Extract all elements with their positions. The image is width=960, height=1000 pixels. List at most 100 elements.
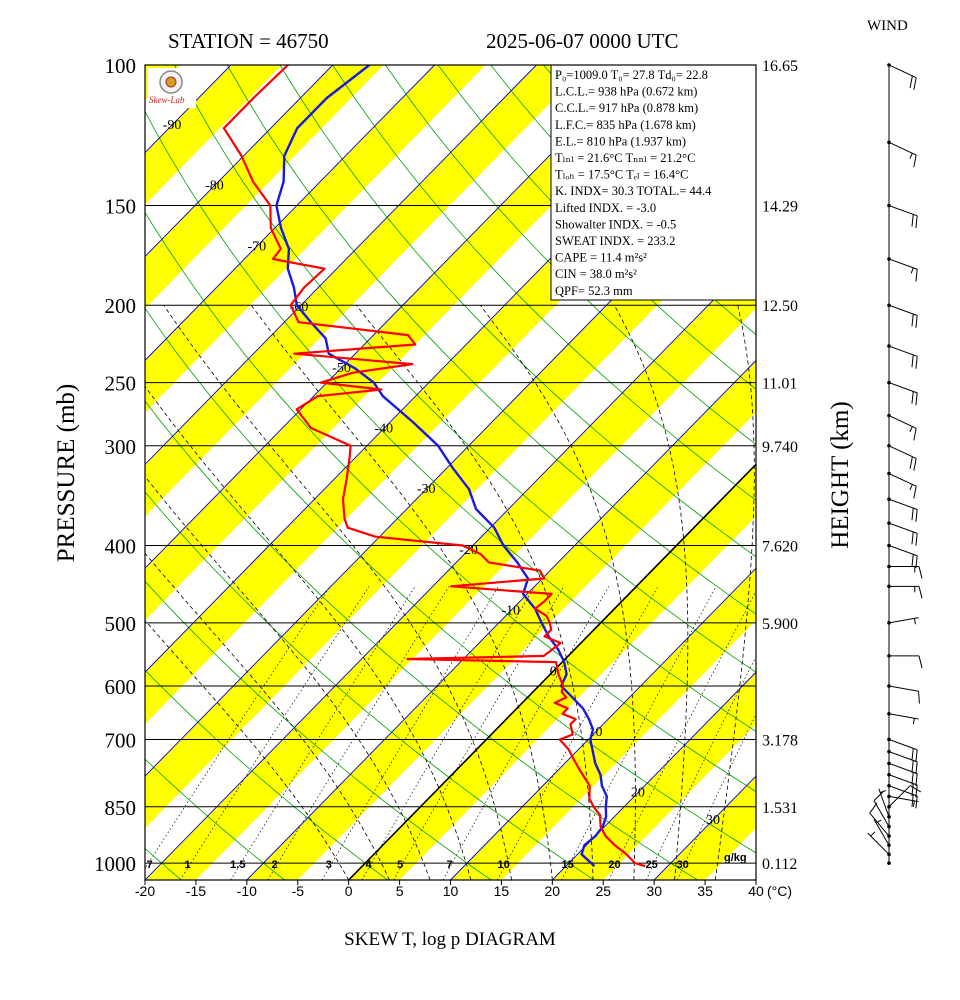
wind-barb-staff [888, 64, 917, 79]
wind-barb-staff [888, 445, 917, 459]
pressure-gridlines [145, 65, 756, 864]
wind-barb-staff [888, 617, 919, 624]
wind-barb-flag [911, 748, 914, 761]
wind-barb-flag [915, 509, 918, 522]
x-tick-label: -15 [186, 883, 206, 899]
index-row: Lifted INDX. = -3.0 [555, 201, 656, 215]
moist-adiabat [614, 305, 689, 880]
x-tick-label: 40 [748, 883, 764, 899]
x-tick-label: 20 [545, 883, 561, 899]
index-row: CIN = 38.0 m²s² [555, 267, 637, 281]
mixing-ratio-line [561, 586, 717, 880]
wind-barb-flag [915, 356, 918, 369]
mixing-ratio-label: 0.7 [137, 859, 152, 871]
index-row: QPF= 52.3 mm [555, 284, 633, 298]
wind-barb-flag [911, 391, 914, 404]
wind-barb-half-flag [909, 426, 913, 433]
mixing-ratio-labels: 0.7 1 1.5 2 3 4 5 7 10 15 20 25 30 [137, 859, 689, 871]
index-row: CAPE = 11.4 m²s² [555, 251, 647, 265]
pressure-tick-label: 400 [105, 535, 137, 559]
wind-barb-flag [911, 760, 914, 773]
isotherm-line [145, 65, 334, 258]
mixing-ratio-line [267, 586, 450, 880]
pressure-tick-label: 600 [105, 675, 137, 699]
wind-barb-flag [915, 533, 918, 546]
pressure-tick-label: 500 [105, 612, 137, 636]
isotherm-label: -70 [247, 239, 266, 254]
moist-adiabat [163, 304, 512, 880]
mixing-ratio-line [145, 586, 331, 870]
mixing-ratio-line [179, 586, 370, 880]
wind-barb-staff [888, 738, 918, 751]
wind-barb-flag [911, 507, 914, 521]
pressure-tick-label: 1000 [94, 852, 136, 876]
index-row: SWEAT INDX. = 233.2 [555, 234, 675, 248]
x-tick-label: 0 [345, 883, 353, 899]
wind-barb-staff [888, 304, 918, 316]
isotherm-line [552, 671, 756, 880]
wind-barb-half-flag [913, 618, 916, 625]
wind-barb-staff [888, 345, 918, 357]
x-tick-label: -20 [135, 883, 155, 899]
pressure-tick-label: 300 [105, 435, 137, 459]
wind-barb-staff [869, 812, 890, 837]
mixing-ratio-label: 15 [561, 859, 573, 871]
dry-adiabat [145, 211, 756, 793]
isotherm-label: -80 [205, 179, 224, 194]
station-title: STATION = 46750 [168, 29, 329, 53]
wind-barb-staff [888, 382, 918, 394]
pressure-tick-label: 200 [105, 294, 137, 318]
moist-adiabat [250, 304, 553, 880]
x-tick-label: 30 [646, 883, 662, 899]
x-tick-label: 10 [443, 883, 459, 899]
index-row: Showalter INDX. = -0.5 [555, 217, 676, 231]
wind-barb-staff [888, 141, 917, 156]
isotherm-line [755, 879, 756, 880]
mixing-ratio-label: 2 [272, 859, 278, 871]
temperature-axis: -20 -15 -10 -5 0 5 10 15 20 25 30 35 40 [135, 880, 764, 899]
dry-adiabat [145, 580, 492, 880]
dry-adiabat [332, 65, 756, 501]
wind-barb-flag [909, 456, 913, 469]
wind-barb-flag [915, 784, 918, 798]
isotherm-line [145, 65, 639, 569]
moist-adiabat [479, 304, 636, 880]
isotherm-band [145, 152, 756, 829]
chart-title: SKEW T, log p DIAGRAM [344, 929, 556, 950]
dry-adiabat [174, 65, 756, 673]
wind-barb-flag [918, 691, 920, 704]
mixing-ratio-line [645, 656, 756, 880]
wind-barb-flag [915, 392, 918, 406]
wind-barb-flag [915, 773, 918, 786]
x-unit-label: (°C) [767, 883, 792, 899]
pressure-tick-label: 250 [105, 372, 137, 396]
index-row: E.L.= 810 hPa (1.937 km) [555, 134, 686, 148]
isotherm-label: -10 [501, 604, 520, 619]
x-tick-label: 25 [596, 883, 612, 899]
moist-adiabat [145, 385, 472, 880]
isotherm-band [756, 65, 960, 880]
wind-title: WIND [867, 18, 908, 34]
wind-barb-staff [888, 473, 917, 487]
wind-barb-staff [888, 795, 919, 803]
moist-adiabat [356, 304, 594, 880]
height-tick-label: 11.01 [762, 376, 797, 393]
wind-barb-flag [911, 531, 914, 545]
isotherm-label: 20 [631, 786, 645, 801]
isotherm-label: -90 [163, 118, 182, 133]
datetime-title: 2025-06-07 0000 UTC [486, 29, 679, 53]
isotherm-label: -40 [374, 422, 393, 437]
indices-list: P₀=1009.0 T₀= 27.8 Td₀= 22.8 L.C.L.= 938 … [555, 68, 712, 298]
dry-adiabat [145, 400, 698, 880]
moist-adiabat [714, 305, 755, 880]
wind-barb-staff [878, 788, 890, 817]
wind-barb-half-flag [880, 790, 886, 794]
mixing-ratio-line [230, 586, 416, 880]
wind-barb-staff [888, 415, 917, 429]
index-row: Tₗₒₙ = 17.5°C Tₑₗ = 16.4°C [555, 168, 688, 182]
dewpoint-series [275, 65, 608, 868]
height-tick-label: 9.740 [762, 439, 798, 456]
isotherm-line [450, 567, 756, 880]
